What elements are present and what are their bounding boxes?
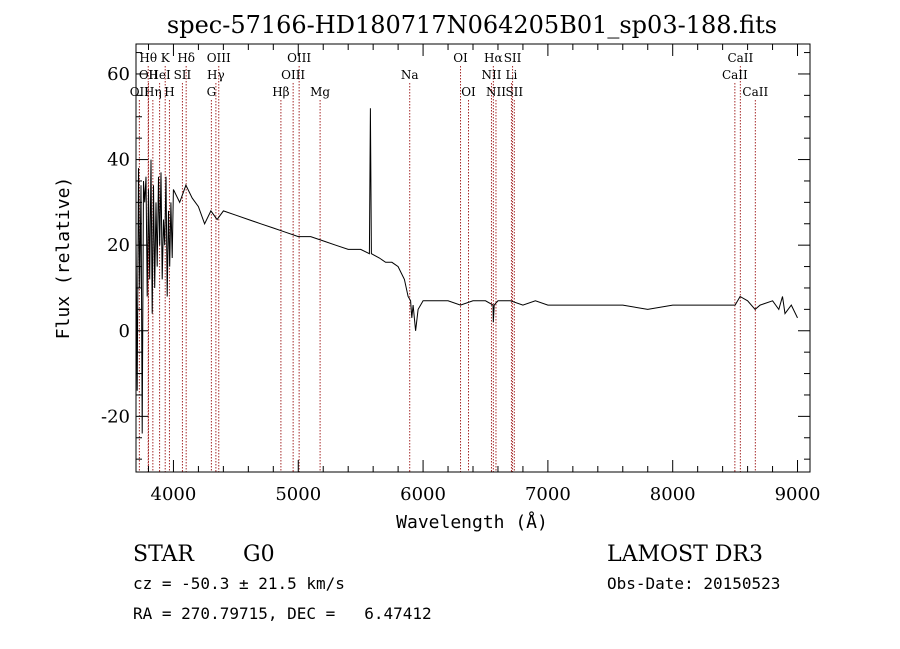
line-label: OI [461, 85, 476, 99]
chart-title: spec-57166-HD180717N064205B01_sp03-188.f… [167, 11, 777, 39]
axis-tick-labels: 4000 5000 6000 7000 8000 9000 -20 0 20 40 60 [101, 64, 820, 505]
line-label: OIII [287, 51, 311, 65]
x-tick-label: 8000 [650, 484, 696, 505]
line-label: Hη [144, 85, 162, 99]
observation-date: Obs-Date: 20150523 [607, 574, 780, 593]
object-subclass: G0 [243, 542, 275, 567]
line-label: OII [130, 85, 150, 99]
line-label: K [161, 51, 171, 65]
spectral-line-markers [138, 66, 756, 472]
line-label: Hβ [272, 85, 289, 99]
y-tick-label: 20 [107, 235, 130, 256]
line-label: SII [504, 51, 522, 65]
line-label: SII [174, 68, 192, 82]
x-axis-label: Wavelength (Å) [396, 511, 548, 533]
line-label: Hθ [139, 51, 157, 65]
line-label: Hα [484, 51, 503, 65]
spectral-line-labels: OIIHθOIIHηHeIKHSIIHδGHγOIIIHβOIIIOIIIMgN… [130, 51, 769, 99]
line-label: CaII [742, 85, 768, 99]
x-tick-label: 7000 [525, 484, 571, 505]
y-tick-label: 60 [107, 64, 130, 85]
y-axis-label: Flux (relative) [53, 177, 74, 340]
axis-ticks [136, 44, 810, 472]
line-label: OI [453, 51, 468, 65]
x-tick-label: 4000 [151, 484, 197, 505]
y-tick-label: -20 [101, 406, 130, 427]
line-label: NII [486, 85, 506, 99]
line-label: H [164, 85, 174, 99]
y-tick-label: 0 [119, 321, 130, 342]
object-class: STAR [133, 542, 195, 567]
y-tick-label: 40 [107, 150, 130, 171]
line-label: OIII [281, 68, 305, 82]
x-tick-label: 5000 [275, 484, 321, 505]
line-label: CaII [722, 68, 748, 82]
line-label: Hγ [207, 68, 225, 82]
line-label: HeI [148, 68, 171, 82]
line-label: Hδ [177, 51, 195, 65]
line-label: OII [139, 68, 159, 82]
x-tick-label: 9000 [775, 484, 821, 505]
line-label: G [207, 85, 217, 99]
redshift-info: cz = -50.3 ± 21.5 km/s [133, 574, 345, 593]
x-tick-label: 6000 [400, 484, 446, 505]
survey-name: LAMOST DR3 [607, 542, 763, 567]
line-label: NII [481, 68, 501, 82]
line-label: CaII [727, 51, 753, 65]
line-label: OIII [207, 51, 231, 65]
line-label: Li [506, 68, 518, 82]
coordinates-info: RA = 270.79715, DEC = 6.47412 [133, 604, 432, 623]
plot-frame [135, 43, 811, 473]
line-label: Na [401, 68, 419, 82]
spectrum-line [135, 108, 798, 434]
line-label: Mg [310, 85, 330, 99]
line-label: SII [505, 85, 523, 99]
